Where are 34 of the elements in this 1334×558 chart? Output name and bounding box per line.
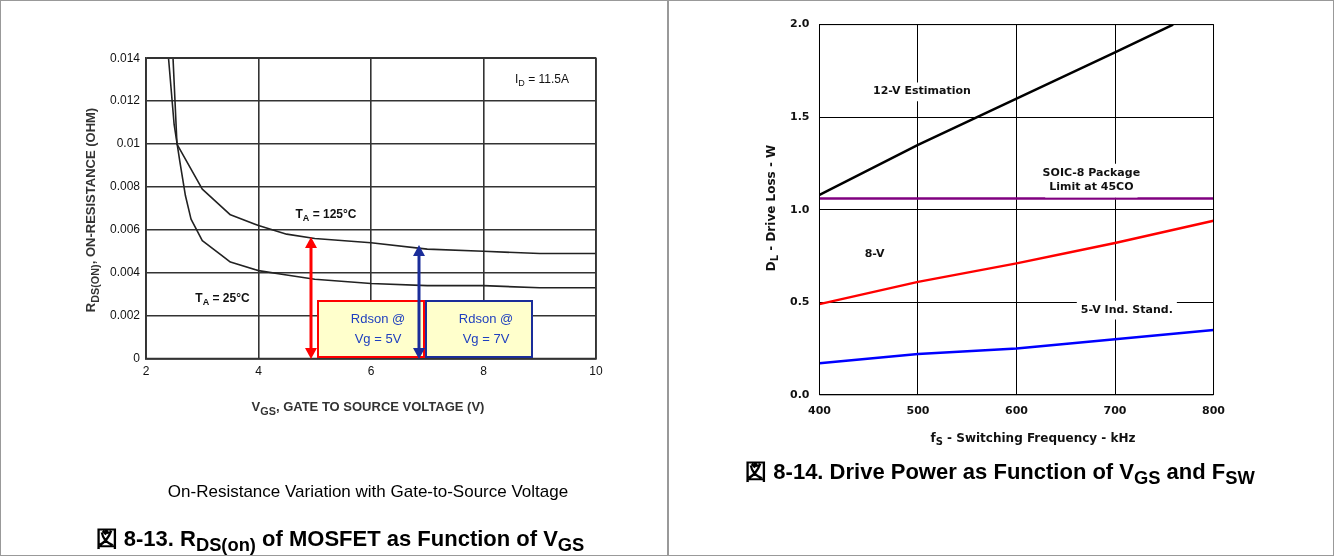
series-label: 12-V Estimation	[873, 84, 971, 98]
series-label: SOIC-8 Package Limit at 45CO	[1042, 165, 1141, 194]
text: 8-V	[864, 246, 886, 260]
x-tick-label: 400	[808, 404, 832, 418]
x-axis-title: f$_{S}$ - Switching Frequency - kHz	[930, 430, 1136, 448]
y-tick-label: 0	[133, 350, 141, 365]
x-tick-label: 800	[1202, 404, 1226, 418]
x-tick-label: 500	[906, 404, 930, 418]
text: 図 8-14. Drive Power as Function of V$_{GS}$ and F$_{SW}$	[745, 457, 1255, 490]
y-tick-label: 0.012	[110, 93, 141, 108]
x-tick-label: 4	[255, 364, 263, 379]
y-tick-label: 1.0	[789, 202, 810, 216]
y-tick-label: 0.01	[116, 136, 141, 151]
x-axis-title: V$_{GS}$, GATE TO SOURCE VOLTAGE (V)	[251, 399, 485, 417]
y-tick-label: 1.5	[789, 110, 810, 124]
x-tick-label: 2	[142, 364, 150, 379]
x-tick-label: 600	[1005, 404, 1029, 418]
y-tick-label: 0.004	[110, 265, 141, 280]
y-tick-label: 0.014	[110, 50, 141, 65]
y-tick-label: 0.002	[110, 308, 141, 322]
callout-box: Rdson @ Vg = 5V	[317, 299, 425, 358]
x-tick-label: 700	[1103, 404, 1127, 418]
y-tick-label: 0.006	[110, 222, 141, 237]
x-tick-label: 8	[480, 364, 488, 379]
series-label: 5-V Ind. Stand.	[1080, 302, 1173, 316]
y-tick-label: 0.008	[110, 179, 141, 194]
text: 図 8-13. R$_{DS(on)}$ of MOSFET as Function of V$_{GS}$	[95, 524, 585, 557]
y-tick-label: 0.5	[789, 295, 810, 309]
y-tick-label: 0.0	[789, 387, 810, 401]
callout-box: Rdson @ Vg = 7V	[425, 299, 533, 358]
x-tick-label: 10	[589, 364, 603, 379]
y-tick-label: 2.0	[789, 17, 810, 31]
x-tick-label: 6	[367, 364, 375, 379]
text: On-Resistance Variation with Gate-to-Source Voltage	[167, 482, 569, 502]
